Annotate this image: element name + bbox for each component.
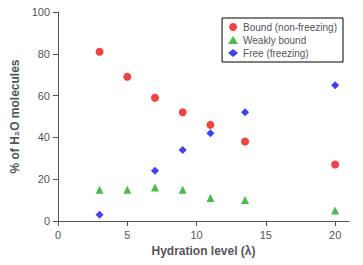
svg-text:0: 0 [44, 215, 50, 227]
svg-text:20: 20 [329, 229, 341, 241]
svg-text:% of H₂O molecules: % of H₂O molecules [8, 59, 22, 173]
svg-text:5: 5 [124, 229, 130, 241]
svg-text:Hydration level (λ): Hydration level (λ) [151, 244, 255, 258]
svg-text:Bound (non-freezing): Bound (non-freezing) [243, 22, 337, 33]
svg-text:15: 15 [260, 229, 272, 241]
svg-text:20: 20 [38, 173, 50, 185]
svg-text:80: 80 [38, 48, 50, 60]
svg-text:100: 100 [32, 6, 50, 18]
svg-text:0: 0 [55, 229, 61, 241]
svg-text:Free (freezing): Free (freezing) [243, 48, 309, 59]
svg-text:40: 40 [38, 131, 50, 143]
svg-text:60: 60 [38, 90, 50, 102]
svg-text:Weakly bound: Weakly bound [243, 35, 306, 46]
svg-text:10: 10 [190, 229, 202, 241]
